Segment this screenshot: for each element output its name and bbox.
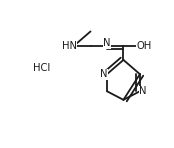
Text: N: N (103, 38, 111, 48)
Text: OH: OH (136, 41, 151, 51)
Text: N: N (100, 69, 107, 79)
Text: HCl: HCl (33, 63, 50, 73)
Text: HN: HN (62, 41, 77, 51)
Text: N: N (140, 86, 147, 96)
